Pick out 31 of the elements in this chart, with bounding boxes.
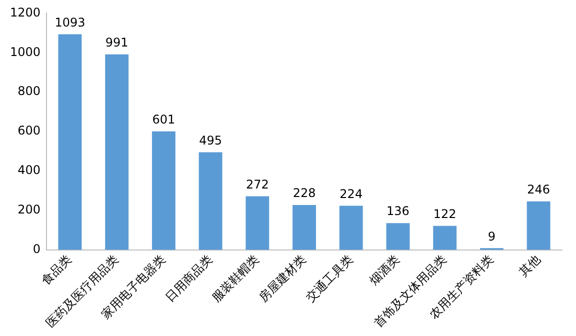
bar [198, 152, 222, 250]
data-label: 1093 [54, 15, 86, 30]
x-tick-label: 其他 [516, 252, 543, 280]
data-label: 122 [433, 206, 456, 221]
y-tick-label: 0 [32, 242, 41, 256]
data-label: 272 [246, 177, 269, 192]
data-label: 991 [105, 36, 128, 50]
bar [105, 54, 129, 250]
data-label: 495 [199, 133, 222, 148]
y-tick-label: 600 [18, 124, 41, 138]
bar [386, 223, 410, 250]
bar [433, 226, 457, 250]
x-tick-label: 食品类 [38, 252, 74, 288]
bar [339, 206, 363, 250]
bar [58, 34, 82, 250]
y-tick-label: 1000 [10, 44, 41, 59]
data-label: 224 [340, 186, 363, 201]
y-tick-label: 200 [18, 202, 41, 217]
data-label: 228 [292, 186, 316, 200]
bar [526, 201, 550, 250]
y-tick-label: 800 [18, 84, 41, 98]
bar [152, 131, 176, 250]
bar [292, 204, 316, 250]
y-tick-label: 1200 [10, 5, 41, 20]
data-label: 246 [527, 182, 550, 197]
data-label: 9 [488, 229, 496, 244]
x-tick-label: 烟酒类 [366, 252, 402, 288]
bar [246, 196, 270, 250]
data-label: 136 [386, 204, 410, 218]
data-label: 601 [152, 112, 176, 126]
y-tick-label: 400 [18, 163, 41, 178]
